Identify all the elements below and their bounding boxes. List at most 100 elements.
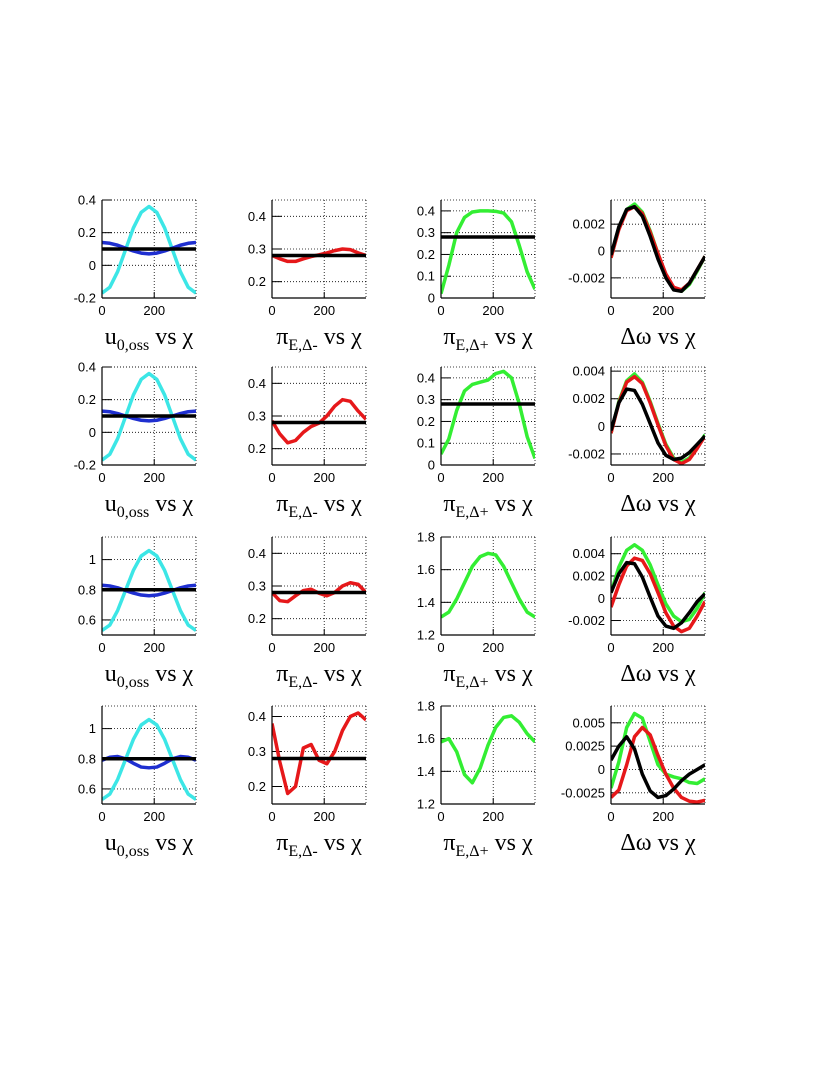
y-tick-label: 0.002 — [572, 217, 605, 232]
title-suffix: vs χ — [324, 324, 362, 350]
x-tick-label: 0 — [437, 809, 444, 824]
y-tick-label: 0.6 — [78, 612, 96, 627]
y-tick-label: 0.2 — [417, 414, 435, 429]
plot-area — [102, 717, 196, 801]
title-main: Δω vs χ — [620, 324, 696, 350]
title-suffix: vs χ — [495, 661, 533, 687]
series-line — [611, 374, 705, 465]
chart-title: u0,oss vs χ — [105, 661, 194, 691]
panel: 0 0.1 0.2 0.3 0.4 0 200 πE,Δ+ vs χ — [417, 366, 536, 521]
title-main: π — [443, 661, 455, 687]
y-tick-label: 0.4 — [417, 370, 435, 385]
chart-title: πE,Δ+ vs χ — [443, 324, 533, 354]
y-tick-label: 0.002 — [572, 568, 605, 583]
title-subscript: E,Δ+ — [456, 504, 489, 521]
title-main: u — [105, 661, 117, 687]
x-tick-label: 0 — [268, 303, 275, 318]
title-suffix: vs χ — [324, 661, 362, 687]
y-tick-label: 1.8 — [417, 530, 435, 545]
y-tick-label: -0.0025 — [561, 785, 605, 800]
y-tick-label: -0.2 — [74, 458, 96, 473]
y-tick-label: 0.6 — [78, 781, 96, 796]
y-tick-label: 0 — [598, 244, 605, 259]
y-tick-label: 0.2 — [78, 225, 96, 240]
chart-title: πE,Δ+ vs χ — [443, 491, 533, 521]
x-tick-label: 200 — [313, 303, 335, 318]
title-subscript: 0,oss — [117, 337, 149, 354]
y-tick-label: 0.3 — [248, 242, 266, 257]
x-tick-label: 200 — [482, 470, 504, 485]
title-suffix: vs χ — [495, 491, 533, 517]
x-tick-label: 0 — [607, 809, 614, 824]
title-suffix: vs χ — [155, 491, 193, 517]
panel: -0.002 0 0.002 0 200 Δω vs χ — [568, 199, 706, 350]
x-tick-label: 0 — [607, 303, 614, 318]
series-line — [102, 409, 196, 423]
chart-title: Δω vs χ — [620, 661, 696, 687]
x-tick-label: 200 — [143, 303, 165, 318]
y-tick-label: 0 — [598, 419, 605, 434]
y-tick-label: 0.3 — [417, 225, 435, 240]
x-tick-label: 0 — [268, 640, 275, 655]
y-tick-label: 0.4 — [78, 193, 96, 208]
y-tick-label: 1.4 — [417, 764, 435, 779]
panel: 0.2 0.3 0.4 0 200 πE,Δ-vs χ — [248, 199, 367, 354]
title-main: u — [105, 830, 117, 856]
y-tick-label: 0.2 — [417, 247, 435, 262]
chart-title: u0,oss vs χ — [105, 324, 194, 354]
title-main: π — [443, 491, 455, 517]
x-tick-label: 200 — [482, 809, 504, 824]
y-tick-label: 1.2 — [417, 797, 435, 812]
y-tick-label: 0.005 — [572, 715, 605, 730]
x-tick-label: 0 — [98, 470, 105, 485]
series-line — [102, 583, 196, 598]
panel: 0.2 0.3 0.4 0 200 πE,Δ-vs χ — [248, 536, 367, 691]
series-line — [611, 543, 705, 624]
plot-area — [441, 551, 535, 619]
y-tick-label: 0.8 — [78, 751, 96, 766]
series-line — [102, 371, 196, 462]
y-tick-label: 0 — [428, 291, 435, 306]
series-line — [441, 209, 535, 295]
y-tick-label: 1.6 — [417, 731, 435, 746]
series-line — [102, 754, 196, 770]
y-tick-label: 0.002 — [572, 391, 605, 406]
series-line — [441, 369, 535, 460]
title-main: Δω vs χ — [620, 491, 696, 517]
title-main: π — [276, 661, 288, 687]
title-main: Δω vs χ — [620, 830, 696, 856]
x-tick-label: 200 — [652, 809, 674, 824]
title-subscript: 0,oss — [117, 843, 149, 860]
y-tick-label: 0.4 — [417, 203, 435, 218]
y-tick-label: 0 — [598, 762, 605, 777]
title-subscript: E,Δ- — [288, 843, 317, 860]
y-tick-label: 0.2 — [248, 779, 266, 794]
plot-area — [611, 711, 705, 804]
title-suffix: vs χ — [324, 491, 362, 517]
y-tick-label: 0.3 — [248, 579, 266, 594]
title-main: π — [276, 491, 288, 517]
chart-title: u0,oss vs χ — [105, 830, 194, 860]
series-line — [611, 204, 705, 294]
series-line — [102, 717, 196, 801]
x-tick-label: 200 — [482, 303, 504, 318]
chart-title: πE,Δ+ vs χ — [443, 661, 533, 691]
x-tick-label: 200 — [143, 470, 165, 485]
plot-area — [441, 209, 535, 295]
title-subscript: E,Δ+ — [456, 337, 489, 354]
title-subscript: 0,oss — [117, 504, 149, 521]
y-tick-label: 0 — [428, 458, 435, 473]
y-tick-label: 0.004 — [572, 546, 605, 561]
y-tick-label: -0.002 — [568, 446, 605, 461]
y-tick-label: 0 — [89, 425, 96, 440]
title-subscript: E,Δ+ — [456, 674, 489, 691]
series-line — [102, 548, 196, 632]
plot-area — [272, 580, 366, 604]
title-suffix: vs χ — [495, 830, 533, 856]
y-tick-label: 1.8 — [417, 699, 435, 714]
x-tick-label: 0 — [607, 470, 614, 485]
y-tick-label: 0.4 — [248, 546, 266, 561]
plot-area — [102, 548, 196, 632]
